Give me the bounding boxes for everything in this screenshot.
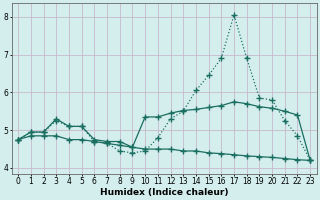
X-axis label: Humidex (Indice chaleur): Humidex (Indice chaleur) — [100, 188, 228, 197]
